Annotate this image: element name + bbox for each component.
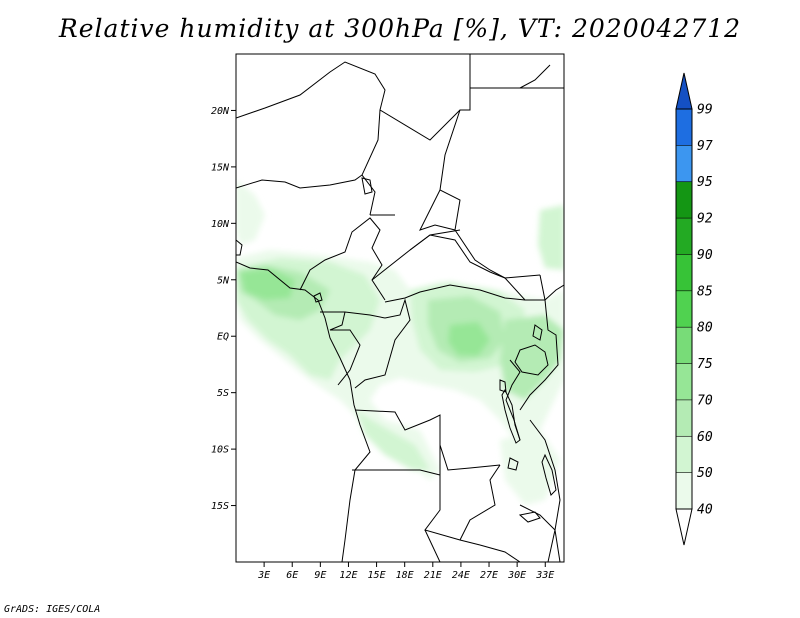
border-south (424, 529, 521, 562)
lake-albert (532, 324, 543, 341)
border-uganda-kenya (519, 274, 559, 411)
colorbar-segment (676, 399, 692, 437)
border-chad-sudan (419, 189, 456, 231)
humidity-field-angola (355, 410, 430, 470)
lat-tick-label: 15N (211, 162, 230, 173)
colorbar: 40 50 60 70 75 80 85 90 92 95 97 99 (675, 72, 713, 546)
bioko-island (313, 292, 323, 303)
border-drc-angola (354, 409, 501, 471)
humidity-field-congo-center (448, 322, 490, 356)
map-frame (235, 53, 565, 563)
colorbar-low-arrow (675, 508, 693, 546)
red-sea-coast (519, 64, 551, 89)
colorbar-label: 75 (697, 357, 713, 372)
border-nigeria-niger (236, 174, 363, 189)
border-sudan-south (370, 214, 461, 251)
lat-tick-label: 15S (211, 501, 229, 512)
colorbar-label: 99 (697, 103, 713, 118)
border-gabon-congo (329, 311, 361, 386)
lon-tick-label: 3E (257, 570, 270, 581)
lon-tick-label: 24E (452, 570, 470, 581)
border-congo-drc (354, 298, 411, 389)
colorbar-segment (676, 436, 692, 473)
border-algeria-libya-niger (236, 61, 386, 216)
border-libya-chad (379, 109, 461, 141)
lat-tick-label: 5N (217, 275, 230, 286)
lon-tick-label: 30E (507, 570, 526, 581)
latitude-axis: 20N 15N 10N 5N EQ 5S 10S 15S (211, 106, 236, 512)
colorbar-segment (676, 290, 692, 328)
humidity-field-core-west (240, 268, 295, 300)
lake-chad (361, 177, 373, 195)
colorbar-segment (676, 181, 692, 219)
longitude-axis: 3E 6E 9E 12E 15E 18E 21E 24E 27E 30E 33E (257, 562, 554, 581)
colorbar-label: 50 (697, 466, 713, 481)
colorbar-label: 60 (697, 430, 713, 445)
border-car-drc (384, 284, 526, 303)
lake-victoria (514, 344, 549, 376)
colorbar-label: 70 (697, 393, 713, 408)
lon-tick-label: 18E (396, 570, 414, 581)
lat-tick-label: 5S (217, 388, 229, 399)
border-namibia (352, 469, 441, 476)
colorbar-label: 80 (697, 321, 713, 336)
humidity-shading (236, 180, 564, 505)
lake-kariba (518, 511, 541, 523)
border-egypt-sudan (439, 54, 541, 279)
colorbar-label: 90 (697, 248, 713, 263)
coastline (236, 261, 371, 562)
colorbar-segment (676, 254, 692, 291)
border-nigeria-cameroon (299, 217, 386, 301)
border-zambia (459, 464, 501, 541)
colorbar-segment (676, 145, 692, 182)
colorbar-high-arrow (675, 72, 693, 110)
colorbar-segment (676, 109, 692, 146)
lon-tick-label: 21E (424, 570, 442, 581)
lon-tick-label: 9E (314, 570, 326, 581)
colorbar-label: 40 (697, 503, 713, 518)
colorbar-label: 95 (697, 175, 713, 190)
lake-tanganyika (501, 388, 521, 444)
lon-tick-label: 27E (480, 570, 498, 581)
border-angola-zambia (424, 445, 481, 546)
humidity-field-south-east (500, 430, 560, 505)
colorbar-label: 92 (697, 212, 713, 227)
lon-tick-label: 12E (339, 570, 357, 581)
lat-tick-label: 10N (211, 219, 230, 230)
political-boundaries (236, 54, 564, 562)
map-title: Relative humidity at 300hPa [%], VT: 202… (58, 14, 742, 43)
colorbar-segment (676, 218, 692, 255)
humidity-field-east (538, 205, 564, 270)
lake-malawi (541, 453, 557, 496)
lake-kivu (499, 379, 507, 393)
lon-tick-label: 15E (368, 570, 386, 581)
lake-mweru (507, 457, 519, 471)
lake-volta (236, 239, 243, 256)
colorbar-segment (676, 327, 692, 364)
border-tanzania-malawi (529, 419, 561, 562)
humidity-field-sahel-west (236, 180, 265, 245)
grads-credit: GrADS: IGES/COLA (4, 604, 101, 615)
border-mozambique (519, 504, 561, 562)
colorbar-segment (676, 472, 692, 509)
border-cameroon-gabon (320, 311, 386, 319)
colorbar-label: 97 (697, 139, 713, 154)
colorbar-segment (676, 363, 692, 400)
lat-tick-label: 20N (211, 106, 230, 117)
lat-tick-label: EQ (217, 332, 229, 343)
lat-tick-label: 10S (211, 445, 229, 456)
colorbar-label: 85 (697, 284, 713, 299)
lon-tick-label: 6E (286, 570, 298, 581)
lon-tick-label: 33E (535, 570, 554, 581)
